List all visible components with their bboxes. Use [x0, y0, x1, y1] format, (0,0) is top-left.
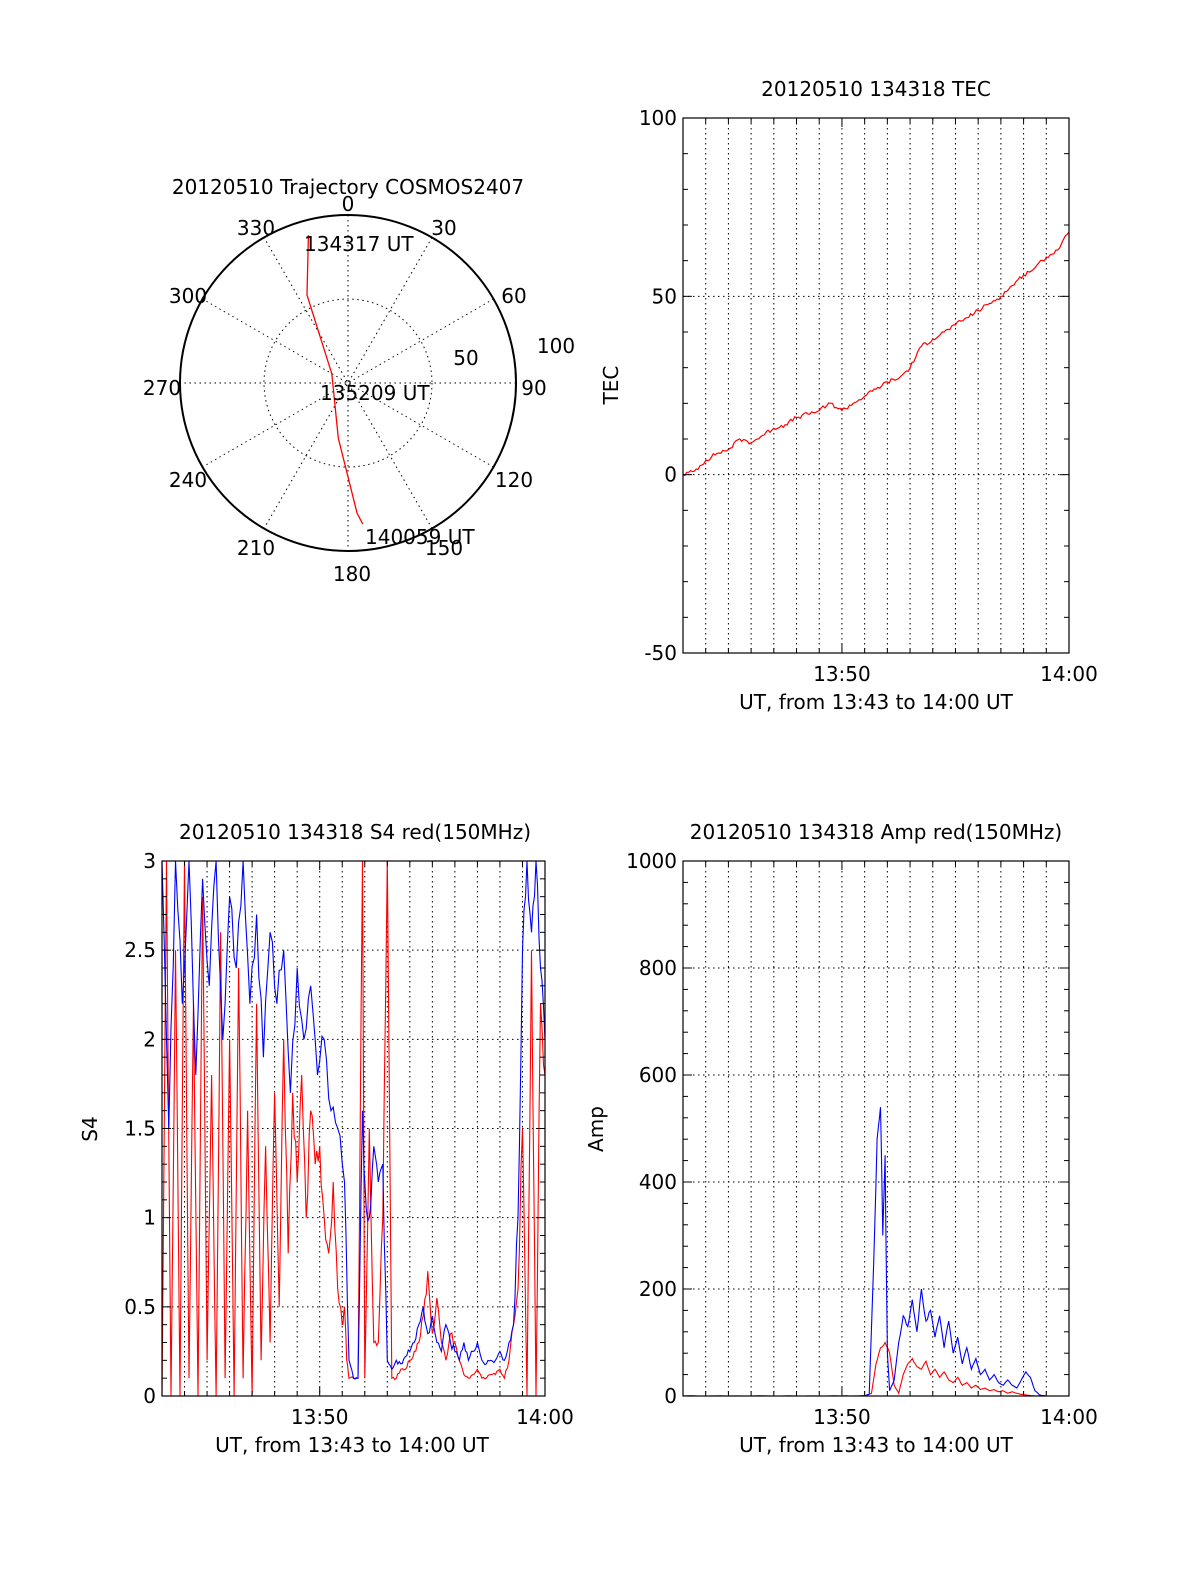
polar-angle-label: 330: [237, 216, 275, 240]
s4-y-tick-label: 2: [143, 1027, 156, 1051]
s4-series-red: [162, 861, 545, 1396]
s4-y-tick-label: 1.5: [124, 1117, 156, 1141]
trajectory-time-label: 135209 UT: [320, 381, 430, 405]
polar-angle-label: 150: [425, 536, 463, 560]
trajectory-title: 20120510 Trajectory COSMOS2407: [172, 175, 524, 199]
s4-title: 20120510 134318 S4 red(150MHz): [179, 820, 531, 844]
polar-angle-label: 300: [169, 284, 207, 308]
amp-x-tick-label: 13:50: [813, 1405, 871, 1429]
polar-angle-label: 270: [143, 376, 181, 400]
s4-plot-body: 0 0.5 1 1.5 2 2.5 3 13:50 14:00: [124, 849, 574, 1429]
polar-spoke: [202, 298, 494, 468]
polar-angle-label: 120: [495, 468, 533, 492]
amp-plot-body: 0 200 400 600 800 1000 13:50 14:00: [626, 849, 1098, 1429]
polar-spoke: [263, 237, 433, 529]
s4-y-tick-label: 3: [143, 849, 156, 873]
trajectory-path: [306, 235, 364, 525]
tec-y-axis-label: TEC: [599, 366, 623, 406]
polar-radial-labels: 50 100: [453, 334, 575, 370]
s4-y-tick-label: 0: [143, 1384, 156, 1408]
s4-plot: 20120510 134318 S4 red(150MHz) 0 0.5 1 1.5 2…: [78, 820, 574, 1457]
s4-x-tick-label: 13:50: [291, 1405, 349, 1429]
amp-y-tick-label: 800: [639, 956, 677, 980]
s4-y-tick-label: 2.5: [124, 938, 156, 962]
tec-x-tick-label: 13:50: [813, 662, 871, 686]
polar-angle-label: 30: [431, 216, 456, 240]
polar-spoke: [263, 237, 433, 529]
trajectory-time-label: 140059 UT: [365, 525, 475, 549]
polar-angle-label: 240: [169, 468, 207, 492]
polar-radial-label: 50: [453, 346, 478, 370]
tec-frame: [682, 117, 1070, 654]
tec-y-tick-label: 100: [639, 106, 677, 130]
amp-series-blue: [683, 1107, 1069, 1396]
s4-x-axis-label: UT, from 13:43 to 14:00 UT: [215, 1433, 490, 1457]
tec-y-tick-label: 50: [652, 284, 677, 308]
tec-series-group: [683, 231, 1069, 477]
amp-y-tick-label: 600: [639, 1063, 677, 1087]
tec-plot-body: -50 0 50 100 13:50 14:00: [639, 106, 1098, 686]
trajectory-annotations: 134317 UT 135209 UT 140059 UT: [304, 232, 475, 549]
polar-angle-label: 60: [501, 284, 526, 308]
s4-series-blue: [162, 861, 545, 1380]
amp-frame: [682, 860, 1070, 1397]
trajectory-polar-plot: 20120510 Trajectory COSMOS2407 0 30 60 90 12…: [143, 175, 575, 586]
trajectory-line: [306, 235, 364, 525]
s4-y-axis-label: S4: [78, 1116, 102, 1141]
s4-x-tick-label: 14:00: [516, 1405, 574, 1429]
tec-y-tick-label: -50: [644, 641, 677, 665]
amp-plot: 20120510 134318 Amp red(150MHz) 0 200 400 6…: [584, 820, 1098, 1457]
tec-y-tick-label: 0: [664, 463, 677, 487]
amp-y-tick-label: 200: [639, 1277, 677, 1301]
amp-y-tick-label: 400: [639, 1170, 677, 1194]
amp-series-red: [683, 1341, 1069, 1396]
polar-angle-label: 0: [342, 192, 355, 216]
polar-inner-circle: [263, 298, 433, 468]
polar-angle-label: 90: [521, 376, 546, 400]
polar-grid: [179, 214, 517, 552]
s4-y-tick-label: 0.5: [124, 1295, 156, 1319]
amp-x-tick-label: 14:00: [1040, 1405, 1098, 1429]
polar-angle-label: 210: [237, 536, 275, 560]
amp-y-tick-label: 0: [664, 1384, 677, 1408]
polar-angle-labels: 0 30 60 90 120 150 180 210 240 270 300 330: [143, 192, 547, 586]
s4-y-tick-label: 1: [143, 1206, 156, 1230]
tec-x-tick-label: 14:00: [1040, 662, 1098, 686]
trajectory-time-label: 134317 UT: [304, 232, 414, 256]
tec-title: 20120510 134318 TEC: [761, 77, 991, 101]
polar-radial-label: 100: [537, 334, 575, 358]
amp-x-axis-label: UT, from 13:43 to 14:00 UT: [739, 1433, 1014, 1457]
amp-series-group: [683, 1107, 1069, 1396]
amp-y-axis-label: Amp: [584, 1106, 608, 1152]
tec-x-axis-label: UT, from 13:43 to 14:00 UT: [739, 690, 1014, 714]
polar-spoke: [202, 298, 494, 468]
s4-series-group: [162, 861, 545, 1396]
amp-y-tick-label: 1000: [626, 849, 677, 873]
polar-angle-label: 180: [333, 562, 371, 586]
tec-series-red: [683, 231, 1069, 477]
amp-title: 20120510 134318 Amp red(150MHz): [690, 820, 1062, 844]
